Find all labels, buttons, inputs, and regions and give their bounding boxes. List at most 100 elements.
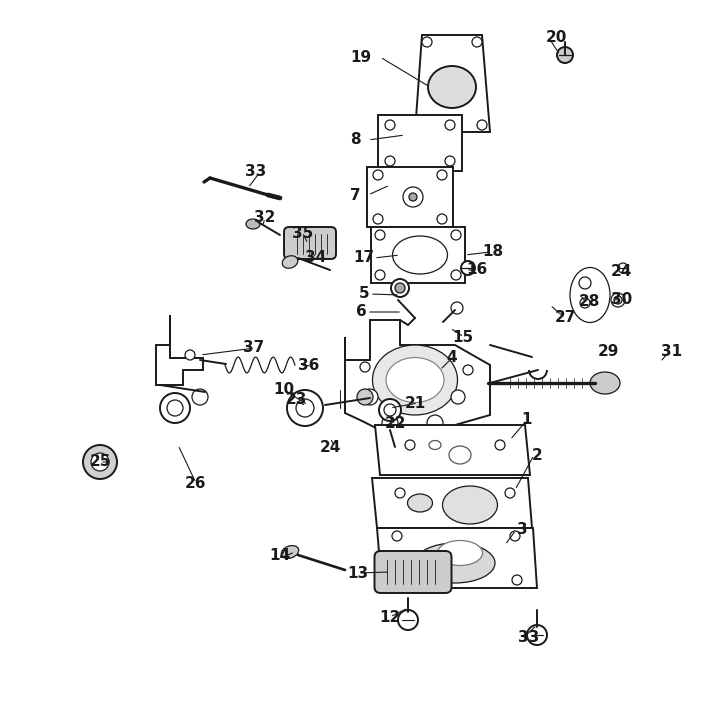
Circle shape: [510, 531, 520, 541]
Text: 33: 33: [246, 165, 266, 180]
Text: 30: 30: [611, 293, 633, 307]
Circle shape: [360, 362, 370, 372]
Text: 8: 8: [350, 133, 360, 148]
Ellipse shape: [438, 540, 482, 565]
Polygon shape: [367, 167, 453, 227]
Circle shape: [463, 365, 473, 375]
FancyBboxPatch shape: [374, 551, 451, 593]
Text: 35: 35: [292, 226, 314, 241]
Text: 10: 10: [274, 383, 294, 398]
Circle shape: [405, 440, 415, 450]
Circle shape: [403, 187, 423, 207]
Circle shape: [618, 263, 628, 273]
Text: 23: 23: [285, 393, 307, 408]
Circle shape: [495, 440, 505, 450]
Text: 16: 16: [467, 263, 487, 278]
Circle shape: [83, 445, 117, 479]
Text: 1: 1: [522, 413, 532, 427]
Circle shape: [384, 404, 396, 416]
Text: 20: 20: [545, 31, 567, 45]
Polygon shape: [156, 315, 203, 385]
Circle shape: [375, 230, 385, 240]
Circle shape: [427, 415, 443, 431]
Text: 26: 26: [185, 476, 207, 491]
Polygon shape: [372, 478, 532, 528]
Circle shape: [185, 350, 195, 360]
Circle shape: [512, 575, 522, 585]
Text: 13: 13: [348, 565, 369, 581]
Text: 6: 6: [356, 305, 366, 320]
Ellipse shape: [449, 446, 471, 464]
Circle shape: [557, 47, 573, 63]
Circle shape: [357, 389, 373, 405]
Circle shape: [379, 399, 401, 421]
Text: 28: 28: [578, 295, 600, 310]
Circle shape: [382, 415, 398, 431]
Circle shape: [451, 230, 461, 240]
Circle shape: [362, 389, 378, 405]
FancyBboxPatch shape: [284, 227, 336, 259]
Text: 22: 22: [385, 417, 407, 432]
Circle shape: [160, 393, 190, 423]
Text: 2: 2: [531, 447, 542, 462]
Circle shape: [415, 120, 425, 130]
Text: 29: 29: [598, 344, 618, 359]
Circle shape: [392, 531, 402, 541]
Circle shape: [391, 279, 409, 297]
Text: 34: 34: [305, 251, 327, 266]
Circle shape: [395, 283, 405, 293]
Circle shape: [461, 261, 475, 275]
Text: 25: 25: [89, 454, 111, 469]
Polygon shape: [415, 35, 490, 132]
Circle shape: [451, 390, 465, 404]
Circle shape: [437, 170, 447, 180]
Circle shape: [91, 453, 109, 471]
Text: 5: 5: [359, 287, 369, 302]
Text: 17: 17: [354, 251, 374, 266]
Text: 24: 24: [319, 439, 341, 454]
Ellipse shape: [372, 345, 457, 415]
Ellipse shape: [246, 219, 260, 229]
Text: 18: 18: [482, 244, 503, 259]
Circle shape: [611, 293, 625, 307]
Circle shape: [505, 488, 515, 498]
Circle shape: [451, 270, 461, 280]
Polygon shape: [345, 320, 490, 433]
Circle shape: [437, 214, 447, 224]
Circle shape: [385, 156, 395, 166]
Circle shape: [373, 214, 383, 224]
Circle shape: [477, 120, 487, 130]
Text: 19: 19: [351, 50, 372, 65]
Text: 14: 14: [269, 549, 291, 564]
Circle shape: [390, 575, 400, 585]
Ellipse shape: [415, 543, 495, 583]
Circle shape: [472, 37, 482, 47]
Circle shape: [409, 193, 417, 201]
Circle shape: [398, 610, 418, 630]
Polygon shape: [375, 425, 530, 475]
Circle shape: [445, 156, 455, 166]
Text: 32: 32: [254, 210, 276, 226]
Ellipse shape: [590, 372, 620, 394]
Circle shape: [580, 298, 590, 308]
Ellipse shape: [570, 268, 610, 322]
Circle shape: [579, 277, 591, 289]
Text: 7: 7: [350, 187, 360, 202]
Text: 15: 15: [452, 329, 474, 344]
Ellipse shape: [282, 545, 299, 559]
Ellipse shape: [386, 358, 444, 403]
Text: 3: 3: [517, 523, 527, 537]
Text: 31: 31: [662, 344, 683, 359]
Ellipse shape: [429, 440, 441, 449]
Circle shape: [192, 389, 208, 405]
Text: 12: 12: [379, 609, 400, 625]
Polygon shape: [371, 227, 465, 283]
Circle shape: [527, 625, 547, 645]
Circle shape: [451, 302, 463, 314]
Circle shape: [375, 270, 385, 280]
Text: 24: 24: [611, 265, 631, 280]
Circle shape: [373, 170, 383, 180]
Ellipse shape: [392, 236, 448, 274]
Ellipse shape: [424, 561, 446, 579]
Polygon shape: [377, 528, 537, 588]
